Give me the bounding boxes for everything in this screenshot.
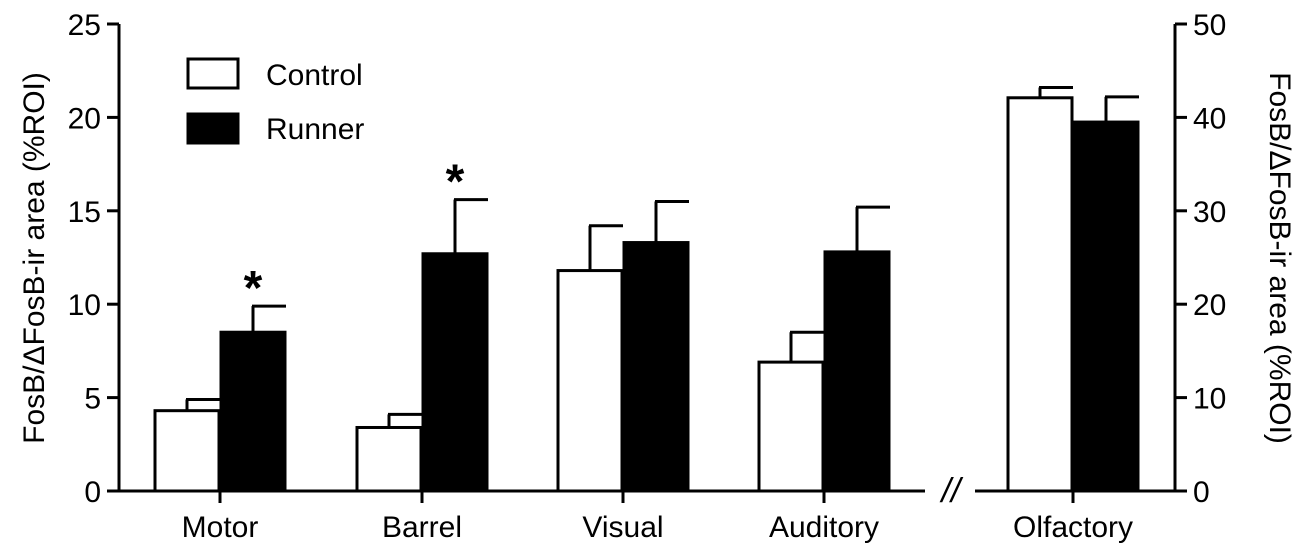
bar-control	[556, 269, 624, 493]
legend-label-control: Control	[266, 59, 363, 92]
right-y-axis-title: FosB/ΔFosB-ir area (%ROI)	[1263, 72, 1296, 444]
axis-break-mark: //	[940, 472, 964, 510]
category-label: Olfactory	[1013, 511, 1133, 544]
bar-control	[153, 409, 221, 493]
left-y-tick-label: 20	[68, 102, 101, 135]
legend-swatch-runner	[186, 112, 240, 145]
bar-control	[757, 360, 825, 493]
left-y-tick-label: 0	[84, 476, 101, 509]
right-y-tick-label: 10	[1193, 383, 1226, 416]
left-y-tick-label: 15	[68, 196, 101, 229]
right-y-tick-label: 0	[1193, 476, 1210, 509]
category-label: Auditory	[769, 511, 879, 544]
category-label: Visual	[582, 511, 663, 544]
right-y-tick-label: 30	[1193, 196, 1226, 229]
right-y-tick-label: 40	[1193, 102, 1226, 135]
right-y-tick-label: 50	[1193, 9, 1226, 42]
bars-layer: **	[153, 86, 1140, 493]
left-y-tick-label: 10	[68, 289, 101, 322]
bar-runner	[219, 330, 287, 493]
left-y-axis-title: FosB/ΔFosB-ir area (%ROI)	[18, 72, 51, 444]
left-y-tick-label: 25	[68, 9, 101, 42]
bar-runner	[823, 250, 891, 493]
bar-control	[1006, 96, 1074, 493]
bar-runner	[1072, 120, 1140, 493]
left-y-tick-label: 5	[84, 383, 101, 416]
bar-runner	[622, 241, 690, 493]
left-x-ticks	[218, 491, 826, 503]
bar-control	[355, 425, 423, 493]
right-y-ticks: 0 10 20 30 40 50	[1175, 9, 1226, 509]
category-labels: Motor Barrel Visual Auditory Olfactory	[182, 511, 1133, 544]
bar-runner	[421, 252, 489, 493]
left-y-ticks: 0 5 10 15 20 25	[68, 9, 119, 509]
significance-star: *	[446, 156, 465, 209]
legend-swatch-control	[186, 57, 240, 90]
legend: Control Runner	[186, 57, 364, 146]
legend-label-runner: Runner	[266, 113, 364, 146]
category-label: Motor	[182, 511, 259, 544]
significance-star: *	[244, 262, 263, 315]
category-label: Barrel	[382, 511, 462, 544]
right-y-tick-label: 20	[1193, 289, 1226, 322]
